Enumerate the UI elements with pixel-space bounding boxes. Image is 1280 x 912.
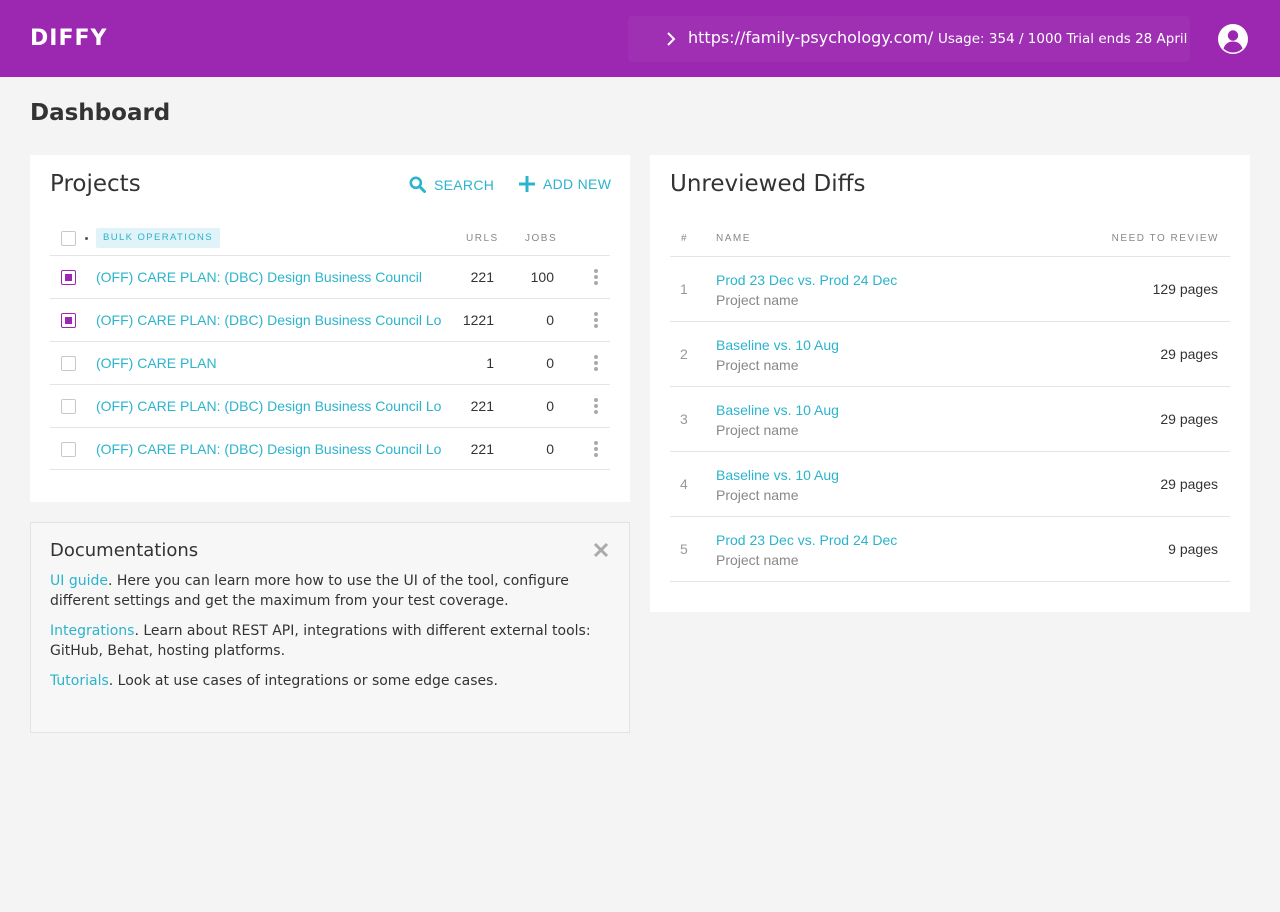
project-row: (OFF) CARE PLAN: (DBC) Design Business C… xyxy=(50,255,610,298)
diff-name-link[interactable]: Prod 23 Dec vs. Prod 24 Dec xyxy=(716,532,898,548)
plus-icon xyxy=(519,176,535,192)
diff-pages-count: 129 pages xyxy=(1152,281,1218,297)
diff-name-link[interactable]: Prod 23 Dec vs. Prod 24 Dec xyxy=(716,272,898,288)
project-row: (OFF) CARE PLAN: (DBC) Design Business C… xyxy=(50,427,610,470)
current-site-url[interactable]: https://family-psychology.com/ xyxy=(688,28,934,47)
usage-status: Usage: 354 / 1000 Trial ends 28 April xyxy=(938,31,1188,47)
integrations-link[interactable]: Integrations xyxy=(50,623,135,639)
ui-guide-link[interactable]: UI guide xyxy=(50,573,108,589)
diff-pages-count: 29 pages xyxy=(1160,346,1218,362)
project-name-link[interactable]: (OFF) CARE PLAN xyxy=(96,355,217,371)
chevron-right-icon[interactable] xyxy=(664,29,678,49)
tutorials-link[interactable]: Tutorials xyxy=(50,673,109,689)
diff-project-name: Project name xyxy=(716,357,799,373)
kebab-menu-icon[interactable] xyxy=(592,268,600,286)
kebab-menu-icon[interactable] xyxy=(592,397,600,415)
app-logo[interactable]: DIFFY xyxy=(30,26,108,51)
diff-project-name: Project name xyxy=(716,552,799,568)
diff-pages-count: 29 pages xyxy=(1160,411,1218,427)
column-header-urls: URLS xyxy=(466,233,499,244)
column-header-name: NAME xyxy=(716,233,751,244)
doc-item-tutorials: Tutorials. Look at use cases of integrat… xyxy=(50,671,610,691)
project-urls-count: 221 xyxy=(470,398,494,414)
project-name-link[interactable]: (OFF) CARE PLAN: (DBC) Design Business C… xyxy=(96,269,422,285)
diff-name-link[interactable]: Baseline vs. 10 Aug xyxy=(716,337,839,353)
close-icon[interactable] xyxy=(593,542,609,558)
doc-item-ui-guide: UI guide. Here you can learn more how to… xyxy=(50,571,610,611)
doc-item-integrations: Integrations. Learn about REST API, inte… xyxy=(50,621,610,661)
projects-table-header: BULK OPERATIONS URLS JOBS xyxy=(50,227,610,255)
diff-number: 4 xyxy=(680,476,688,492)
project-urls-count: 221 xyxy=(470,269,494,285)
diff-number: 3 xyxy=(680,411,688,427)
diff-row: 3 Baseline vs. 10 Aug Project name 29 pa… xyxy=(670,386,1230,451)
page-title: Dashboard xyxy=(30,100,171,126)
separator-dot xyxy=(85,237,88,240)
diff-name-link[interactable]: Baseline vs. 10 Aug xyxy=(716,467,839,483)
table-divider xyxy=(50,469,610,470)
project-jobs-count: 0 xyxy=(546,441,554,457)
url-selector[interactable] xyxy=(628,16,1190,62)
column-header-need-to-review: NEED TO REVIEW xyxy=(1111,233,1219,244)
documentations-title: Documentations xyxy=(50,540,199,561)
diff-name-link[interactable]: Baseline vs. 10 Aug xyxy=(716,402,839,418)
projects-title: Projects xyxy=(50,171,141,197)
project-urls-count: 221 xyxy=(470,441,494,457)
diff-row: 5 Prod 23 Dec vs. Prod 24 Dec Project na… xyxy=(670,516,1230,581)
diffs-title: Unreviewed Diffs xyxy=(670,171,866,197)
diff-project-name: Project name xyxy=(716,487,799,503)
diff-number: 2 xyxy=(680,346,688,362)
project-checkbox[interactable] xyxy=(61,442,76,457)
doc-description: . Look at use cases of integrations or s… xyxy=(108,673,498,689)
diff-project-name: Project name xyxy=(716,292,799,308)
project-name-link[interactable]: (OFF) CARE PLAN: (DBC) Design Business C… xyxy=(96,312,442,328)
unreviewed-diffs-card: Unreviewed Diffs # NAME NEED TO REVIEW 1… xyxy=(650,155,1250,612)
project-row: (OFF) CARE PLAN: (DBC) Design Business C… xyxy=(50,298,610,341)
documentations-card: Documentations UI guide. Here you can le… xyxy=(30,522,630,733)
project-name-link[interactable]: (OFF) CARE PLAN: (DBC) Design Business C… xyxy=(96,398,442,414)
project-jobs-count: 0 xyxy=(546,355,554,371)
select-all-checkbox[interactable] xyxy=(61,231,76,246)
project-checkbox[interactable] xyxy=(61,399,76,414)
diff-row: 4 Baseline vs. 10 Aug Project name 29 pa… xyxy=(670,451,1230,516)
diff-row: 1 Prod 23 Dec vs. Prod 24 Dec Project na… xyxy=(670,256,1230,321)
kebab-menu-icon[interactable] xyxy=(592,311,600,329)
project-jobs-count: 0 xyxy=(546,398,554,414)
project-jobs-count: 0 xyxy=(546,312,554,328)
diff-pages-count: 29 pages xyxy=(1160,476,1218,492)
project-checkbox[interactable] xyxy=(61,313,76,328)
doc-description: . Learn about REST API, integrations wit… xyxy=(50,623,591,659)
project-checkbox[interactable] xyxy=(61,356,76,371)
bulk-operations-button[interactable]: BULK OPERATIONS xyxy=(96,228,221,248)
kebab-menu-icon[interactable] xyxy=(592,440,600,458)
add-new-label: ADD NEW xyxy=(543,176,612,192)
column-header-jobs: JOBS xyxy=(525,233,558,244)
user-circle-icon[interactable] xyxy=(1217,23,1249,55)
add-new-button[interactable]: ADD NEW xyxy=(519,176,611,192)
project-jobs-count: 100 xyxy=(530,269,554,285)
table-divider xyxy=(670,581,1230,582)
project-urls-count: 1221 xyxy=(462,312,494,328)
search-button[interactable]: SEARCH xyxy=(409,176,494,193)
diff-pages-count: 9 pages xyxy=(1168,541,1218,557)
project-name-link[interactable]: (OFF) CARE PLAN: (DBC) Design Business C… xyxy=(96,441,442,457)
kebab-menu-icon[interactable] xyxy=(592,354,600,372)
search-icon xyxy=(409,176,426,193)
project-urls-count: 1 xyxy=(486,355,494,371)
top-bar: DIFFY https://family-psychology.com/ Usa… xyxy=(0,0,1280,77)
project-row: (OFF) CARE PLAN 1 0 xyxy=(50,341,610,384)
doc-description: . Here you can learn more how to use the… xyxy=(50,573,569,609)
diff-row: 2 Baseline vs. 10 Aug Project name 29 pa… xyxy=(670,321,1230,386)
column-header-number: # xyxy=(681,233,689,244)
diff-project-name: Project name xyxy=(716,422,799,438)
diff-number: 5 xyxy=(680,541,688,557)
project-checkbox[interactable] xyxy=(61,270,76,285)
projects-card: Projects SEARCH ADD NEW BULK OPERATIONS … xyxy=(30,155,630,502)
project-row: (OFF) CARE PLAN: (DBC) Design Business C… xyxy=(50,384,610,427)
diff-number: 1 xyxy=(680,281,688,297)
search-label: SEARCH xyxy=(434,176,495,193)
